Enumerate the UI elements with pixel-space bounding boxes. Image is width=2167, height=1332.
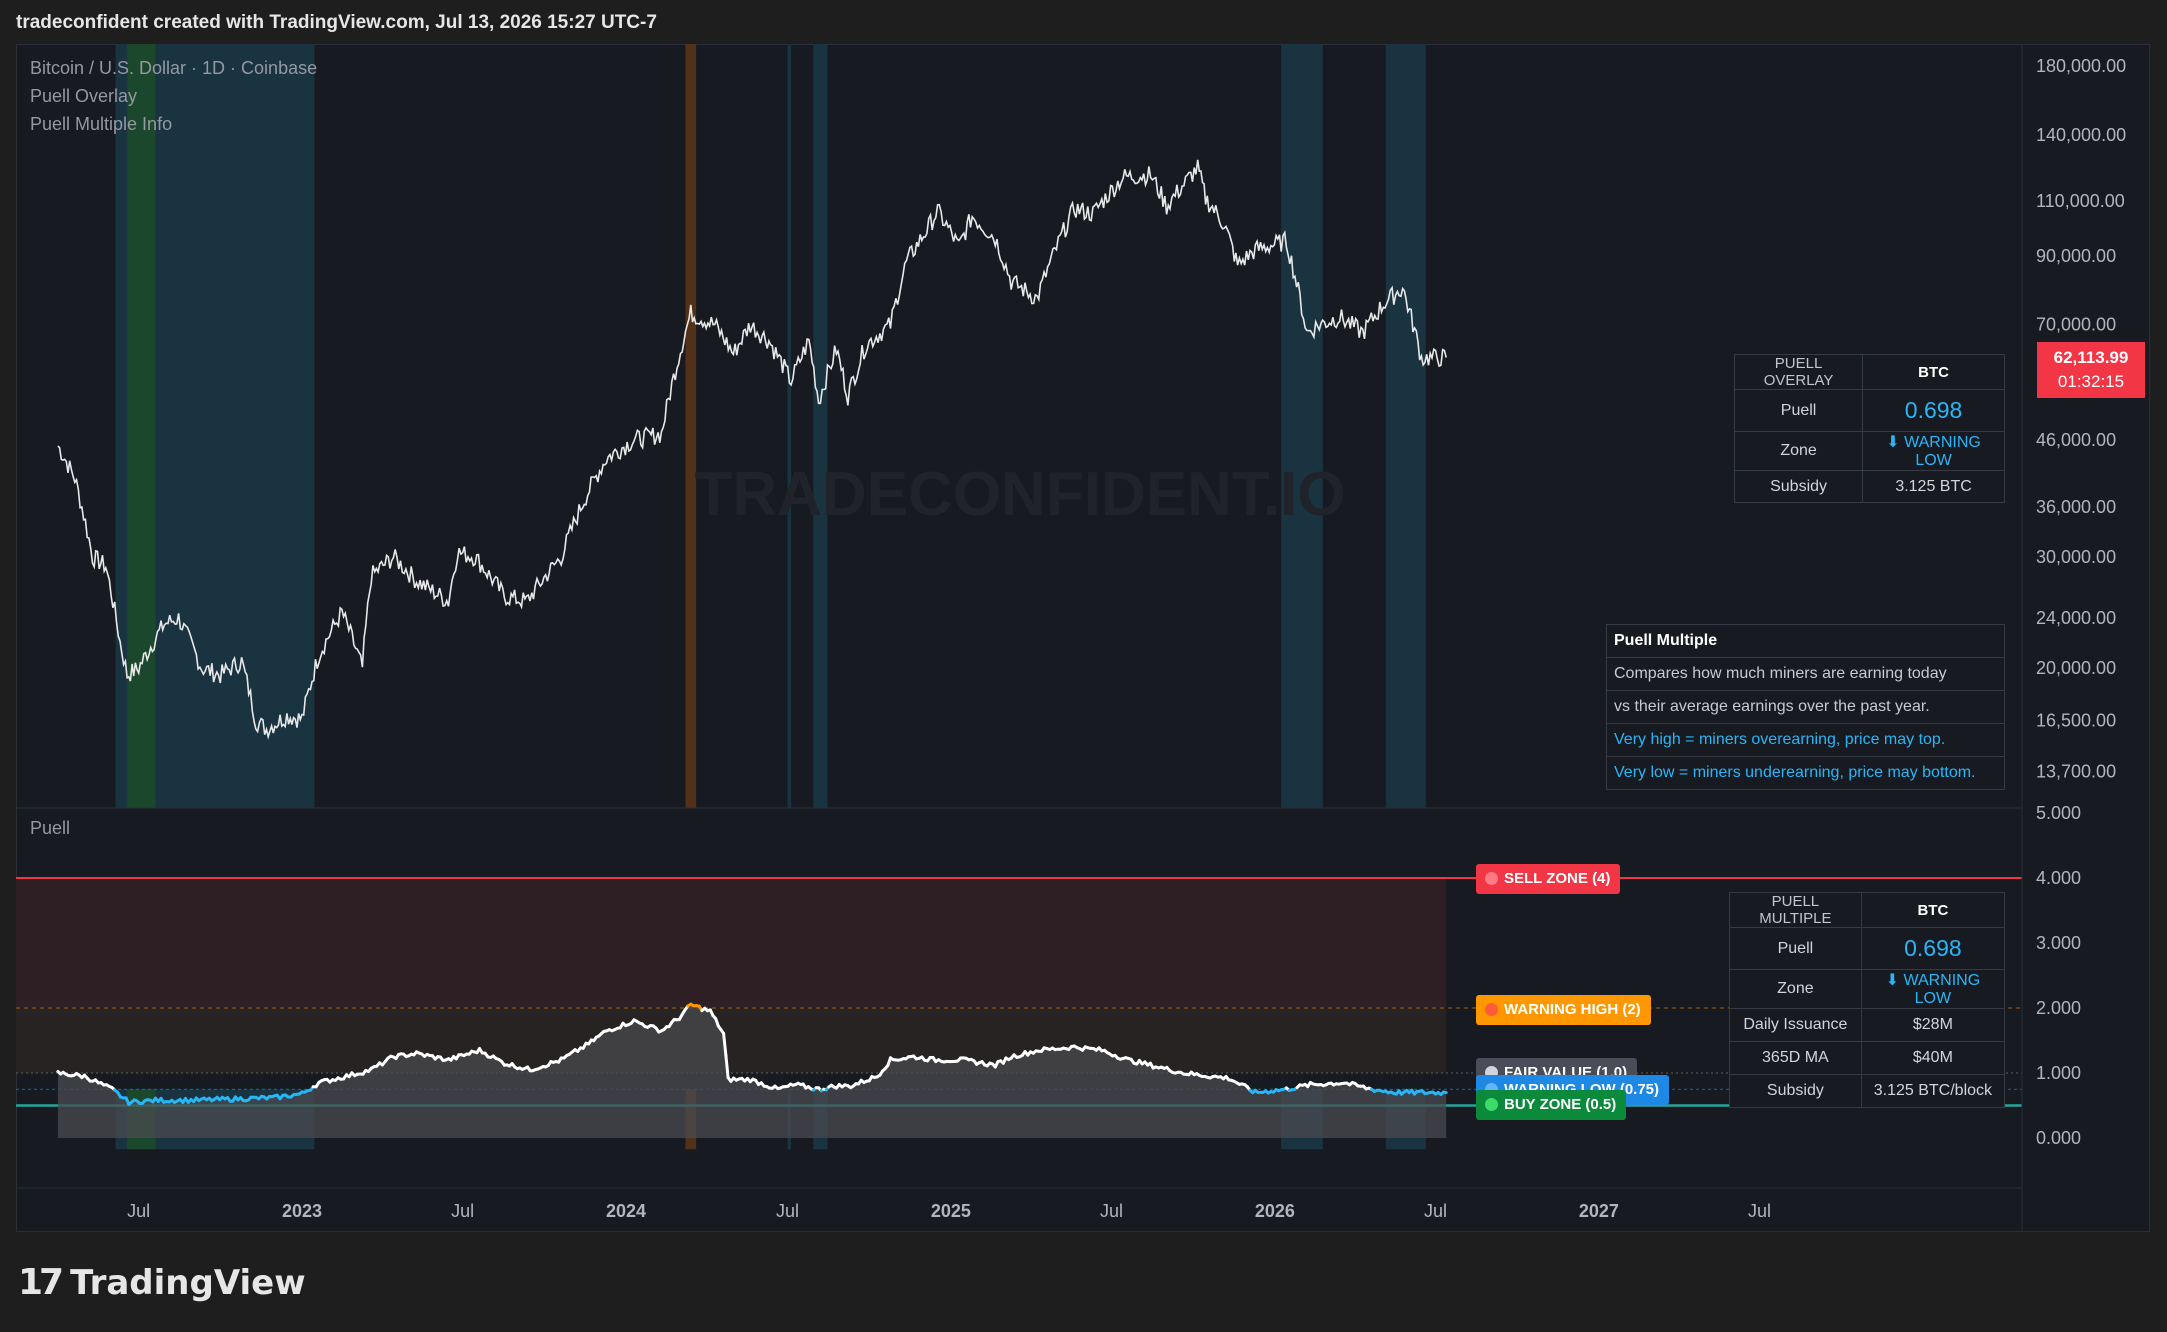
overlay-puell-label: Puell <box>1733 389 1864 432</box>
x-tick-label: 2025 <box>931 1201 971 1221</box>
x-tick-label: Jul <box>451 1201 474 1221</box>
price-tick-label: 30,000.00 <box>2036 547 2116 567</box>
info-line-4: Very low = miners underearning, price ma… <box>1606 756 2005 790</box>
sell-dot-icon <box>1485 872 1498 885</box>
price-zone-band <box>813 44 828 808</box>
x-axis-ticks: Jul 2023 Jul 2024 Jul 2025 Jul 2026 Jul 2027 Jul <box>127 1201 1771 1221</box>
multiple-ma-value: $40M <box>1860 1041 2006 1075</box>
puell-area <box>57 1004 1447 1138</box>
info-line-3: Very high = miners overearning, price ma… <box>1606 723 2005 757</box>
price-zone-band <box>1281 44 1323 808</box>
watermark: TRADECONFIDENT.IO <box>695 460 1346 529</box>
puell-line-segment <box>722 1031 728 1057</box>
buy-zone-label: BUY ZONE (0.5) <box>1476 1090 1627 1120</box>
overlay-zone-label: Zone <box>1733 431 1864 471</box>
multiple-puell-label: Puell <box>1729 927 1862 970</box>
multiple-title: PUELL MULTIPLE <box>1729 892 1862 928</box>
overlay-title: PUELL OVERLAY <box>1733 354 1864 390</box>
tradingview-logo-icon: 17 <box>18 1262 64 1303</box>
multiple-asset: BTC <box>1860 892 2006 928</box>
puell-zone-fills <box>16 877 2022 1107</box>
price-series <box>57 159 1447 740</box>
x-tick-label: Jul <box>1100 1201 1123 1221</box>
multiple-issuance-value: $28M <box>1860 1008 2006 1042</box>
multiple-zone-value: ⬇ WARNING LOW <box>1860 969 2006 1009</box>
bar-countdown: 01:32:15 <box>2037 366 2145 398</box>
warning-high-dot-icon <box>1485 1003 1498 1016</box>
multiple-zone-label: Zone <box>1729 969 1862 1009</box>
info-line-1: Compares how much miners are earning tod… <box>1606 657 2005 691</box>
x-tick-label: Jul <box>127 1201 150 1221</box>
puell-line-segment <box>724 1054 730 1080</box>
multiple-puell-value: 0.698 <box>1860 927 2006 970</box>
price-tick-label: 46,000.00 <box>2036 430 2116 450</box>
sell-zone-fill <box>16 878 1447 1008</box>
overlay-subsidy-label: Subsidy <box>1733 470 1864 503</box>
legend-puell-info[interactable]: Puell Multiple Info <box>30 114 173 134</box>
puell-tick-label: 2.000 <box>2036 998 2081 1018</box>
multiple-issuance-label: Daily Issuance <box>1729 1008 1862 1042</box>
price-tick-label: 110,000.00 <box>2036 191 2125 211</box>
x-tick-label: 2026 <box>1255 1201 1295 1221</box>
btc-price-line <box>57 159 1447 740</box>
price-tick-label: 70,000.00 <box>2036 315 2116 335</box>
price-zone-band <box>1385 44 1426 808</box>
legend-symbol[interactable]: Bitcoin / U.S. Dollar · 1D · Coinbase <box>30 58 318 78</box>
x-tick-label: Jul <box>1748 1201 1771 1221</box>
x-tick-label: Jul <box>776 1201 799 1221</box>
x-tick-label: 2023 <box>282 1201 322 1221</box>
price-tick-label: 90,000.00 <box>2036 246 2116 266</box>
multiple-ma-label: 365D MA <box>1729 1041 1862 1075</box>
x-tick-label: 2027 <box>1579 1201 1619 1221</box>
puell-tick-label: 4.000 <box>2036 868 2081 888</box>
overlay-asset: BTC <box>1862 354 2005 390</box>
multiple-subsidy-label: Subsidy <box>1729 1074 1862 1108</box>
overlay-puell-value: 0.698 <box>1862 389 2005 432</box>
price-tick-label: 20,000.00 <box>2036 658 2116 678</box>
overlay-subsidy-value: 3.125 BTC <box>1862 470 2005 503</box>
y-axis-ticks: 180,000.00 140,000.00 110,000.00 90,000.00 7… <box>2036 56 2126 1148</box>
tradingview-brand-text: TradingView <box>70 1262 306 1303</box>
price-tick-label: 13,700.00 <box>2036 762 2116 782</box>
price-tick-label: 140,000.00 <box>2036 125 2126 145</box>
puell-line-segment <box>1442 1090 1448 1095</box>
warning-high-zone-fill <box>16 1008 1447 1073</box>
sell-zone-label: SELL ZONE (4) <box>1476 864 1621 894</box>
price-zone-band <box>685 44 697 808</box>
puell-series <box>56 1002 1448 1138</box>
puell-tick-label: 0.000 <box>2036 1128 2081 1148</box>
price-zone-band <box>787 44 792 808</box>
buy-dot-icon <box>1485 1098 1498 1111</box>
info-title: Puell Multiple <box>1606 624 2005 658</box>
puell-info-table: Puell Multiple Compares how much miners … <box>1606 624 2005 790</box>
multiple-subsidy-value: 3.125 BTC/block <box>1860 1074 2006 1108</box>
puell-multiple-table: PUELL MULTIPLE BTC Puell 0.698 Zone ⬇ WARNI… <box>1729 892 2006 1108</box>
x-tick-label: Jul <box>1424 1201 1447 1221</box>
puell-overlay-table: PUELL OVERLAY BTC Puell 0.698 Zone ⬇ WARNIN… <box>1733 354 2005 503</box>
legend-puell-overlay[interactable]: Puell Overlay <box>30 86 138 106</box>
puell-tick-label: 1.000 <box>2036 1063 2081 1083</box>
chart-header: tradeconfident created with TradingView.… <box>16 12 657 33</box>
puell-tick-label: 5.000 <box>2036 803 2081 823</box>
price-zone-band <box>127 44 156 808</box>
price-tick-label: 180,000.00 <box>2036 56 2126 76</box>
price-tick-label: 16,500.00 <box>2036 711 2116 731</box>
puell-pane-title[interactable]: Puell <box>30 818 71 838</box>
info-line-2: vs their average earnings over the past … <box>1606 690 2005 724</box>
price-tick-label: 36,000.00 <box>2036 497 2116 517</box>
warning-high-label: WARNING HIGH (2) <box>1476 995 1651 1025</box>
tradingview-logo[interactable]: 17 TradingView <box>18 1262 306 1303</box>
overlay-zone-value: ⬇ WARNING LOW <box>1862 431 2005 471</box>
x-tick-label: 2024 <box>606 1201 646 1221</box>
puell-tick-label: 3.000 <box>2036 933 2081 953</box>
price-tick-label: 24,000.00 <box>2036 608 2116 628</box>
